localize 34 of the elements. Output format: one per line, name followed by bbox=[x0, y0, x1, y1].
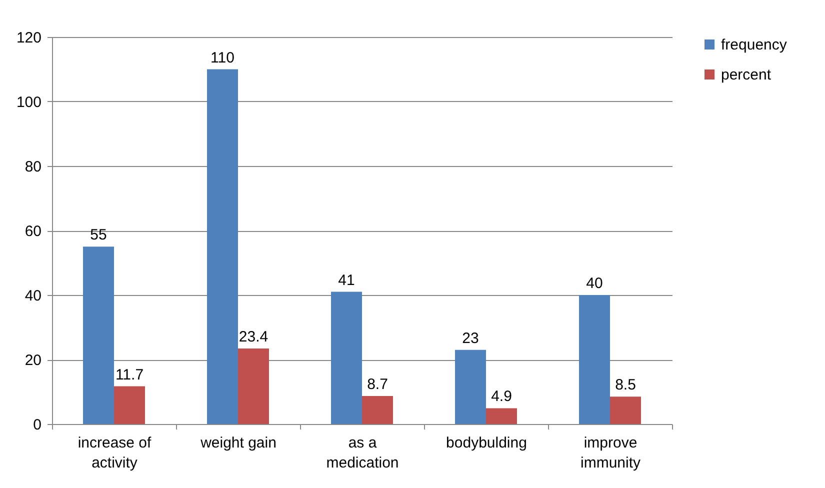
legend-label: percent bbox=[721, 66, 772, 84]
data-label: 11.7 bbox=[115, 366, 144, 384]
y-tick-label: 100 bbox=[16, 94, 42, 111]
bar bbox=[207, 69, 238, 424]
data-label: 23.4 bbox=[238, 328, 268, 346]
bar bbox=[455, 350, 486, 424]
y-tick-label: 0 bbox=[33, 416, 42, 434]
bar bbox=[362, 396, 393, 424]
y-tick-label: 80 bbox=[24, 158, 42, 176]
bar bbox=[486, 408, 517, 424]
data-label: 4.9 bbox=[491, 388, 512, 406]
x-tick-label: increase of activity bbox=[78, 434, 152, 472]
data-label: 8.5 bbox=[615, 376, 636, 394]
bar bbox=[331, 292, 362, 424]
data-label: 40 bbox=[586, 275, 603, 292]
bar bbox=[579, 295, 610, 424]
bar bbox=[238, 348, 269, 424]
x-tick-label: as a medication bbox=[326, 434, 399, 472]
x-tick-label: bodybulding bbox=[446, 434, 527, 452]
legend-label: frequency bbox=[721, 36, 788, 54]
y-tick-label: 20 bbox=[24, 352, 42, 369]
x-tick-label: weight gain bbox=[200, 434, 276, 452]
y-tick-label: 40 bbox=[24, 288, 42, 304]
bar bbox=[83, 246, 114, 424]
y-tick-label: 120 bbox=[16, 30, 42, 46]
bar bbox=[610, 396, 641, 424]
data-label: 110 bbox=[210, 49, 234, 66]
data-label: 23 bbox=[462, 330, 479, 347]
data-label: 41 bbox=[338, 272, 355, 289]
data-label: 55 bbox=[90, 226, 107, 244]
data-label: 8.7 bbox=[367, 376, 388, 393]
y-tick-label: 60 bbox=[24, 223, 42, 240]
bar bbox=[114, 386, 145, 424]
x-tick-label: improve immunity bbox=[580, 434, 641, 472]
